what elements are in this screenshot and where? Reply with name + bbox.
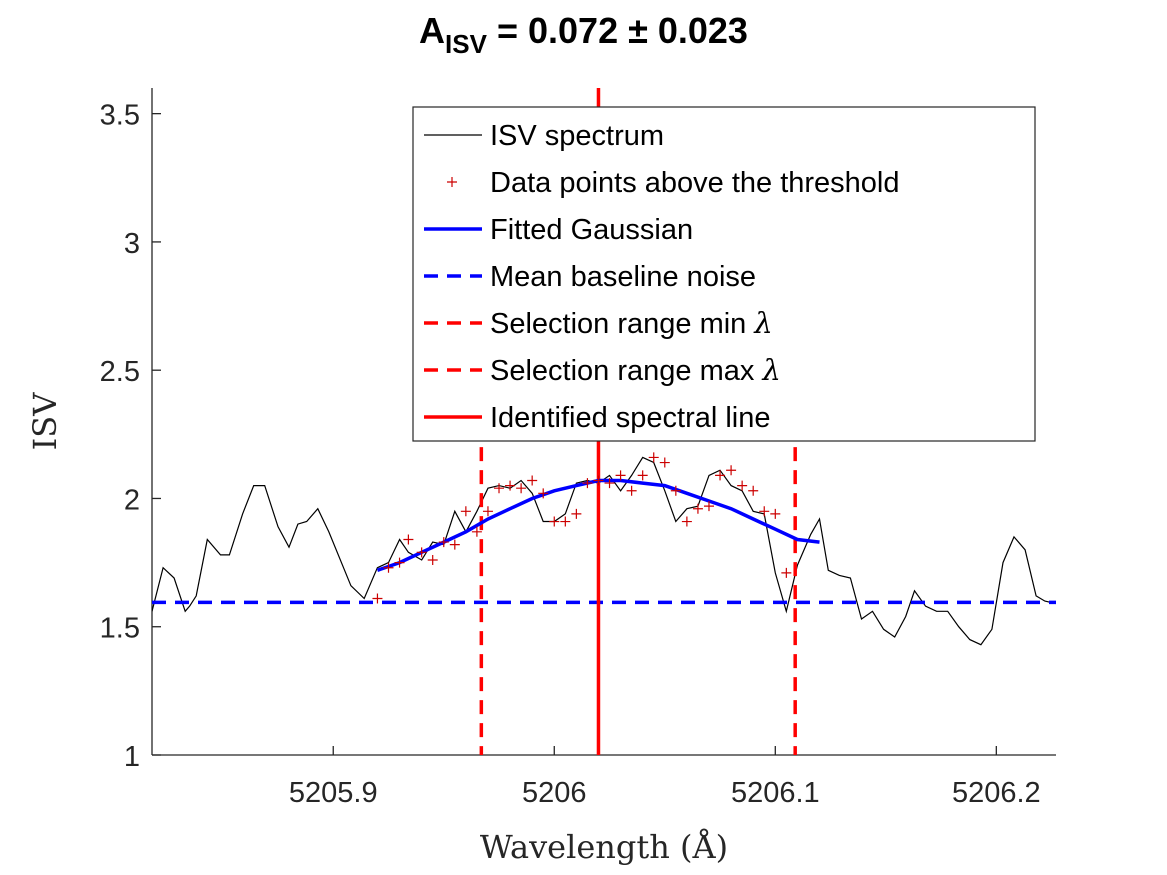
x-tick-label: 5206.2 (952, 777, 1041, 809)
legend-label: Selection range min λ (490, 306, 773, 340)
data-point-marker (449, 539, 460, 550)
data-point-marker (604, 478, 615, 489)
data-point-marker (670, 485, 681, 496)
data-point-marker (759, 506, 770, 517)
y-tick-label: 3 (124, 228, 140, 260)
title-subscript: ISV (445, 29, 487, 59)
legend-label: Data points above the threshold (490, 167, 900, 199)
data-point-marker (527, 475, 538, 486)
title-prefix: A (419, 10, 446, 51)
legend-swatch (447, 177, 457, 187)
data-point-marker (681, 516, 692, 527)
x-tick-label: 5206.1 (731, 777, 820, 809)
data-point-marker (438, 537, 449, 548)
x-tick-label: 5205.9 (289, 777, 378, 809)
data-point-marker (737, 480, 748, 491)
data-point-marker (505, 480, 516, 491)
x-tick-label: 5206 (522, 777, 587, 809)
data-point-marker (427, 555, 438, 566)
legend-label: Mean baseline noise (490, 261, 756, 293)
y-tick-label: 3.5 (100, 100, 140, 132)
data-point-marker (648, 452, 659, 463)
data-point-marker (615, 470, 626, 481)
data-point-marker (781, 567, 792, 578)
y-tick-label: 2 (124, 484, 140, 516)
data-point-marker (549, 516, 560, 527)
data-point-marker (372, 593, 383, 604)
data-point-marker (460, 506, 471, 517)
data-point-marker (593, 475, 604, 486)
data-point-marker (626, 485, 637, 496)
data-point-marker (659, 457, 670, 468)
data-point-marker (703, 501, 714, 512)
y-axis-label: ISV (26, 392, 64, 451)
data-point-marker (715, 470, 726, 481)
legend-lambda-symbol: λ (753, 306, 772, 340)
y-tick-label: 2.5 (100, 356, 140, 388)
legend-box (412, 106, 1036, 442)
data-point-marker (637, 470, 648, 481)
series-isv-spectrum (152, 456, 1056, 646)
data-point-marker (416, 547, 427, 558)
legend-label: Identified spectral line (490, 402, 771, 434)
data-point-marker (560, 516, 571, 527)
data-point-marker (394, 557, 405, 568)
data-point-marker (692, 503, 703, 514)
data-point-marker (748, 485, 759, 496)
legend-label: ISV spectrum (490, 120, 664, 152)
data-point-marker (403, 534, 414, 545)
data-point-marker (582, 478, 593, 489)
chart-title: AISV = 0.072 ± 0.023 (0, 10, 1167, 60)
legend-label: Selection range max λ (490, 353, 781, 387)
x-axis-label: Wavelength (Å) (480, 828, 728, 866)
title-value: = 0.072 ± 0.023 (486, 10, 748, 51)
legend-lambda-symbol: λ (761, 353, 780, 387)
data-point-marker (482, 506, 493, 517)
y-tick-label: 1.5 (100, 613, 140, 645)
data-point-marker (516, 483, 527, 494)
data-point-marker (471, 526, 482, 537)
legend-label: Fitted Gaussian (490, 214, 693, 246)
y-tick-label: 1 (124, 741, 140, 773)
legend: ISV spectrum Data points above the thresh… (412, 106, 1036, 442)
data-point-marker (571, 508, 582, 519)
data-point-marker (383, 562, 394, 573)
data-point-marker (770, 508, 781, 519)
data-point-marker (726, 465, 737, 476)
data-point-marker (494, 483, 505, 494)
data-point-marker (538, 488, 549, 499)
